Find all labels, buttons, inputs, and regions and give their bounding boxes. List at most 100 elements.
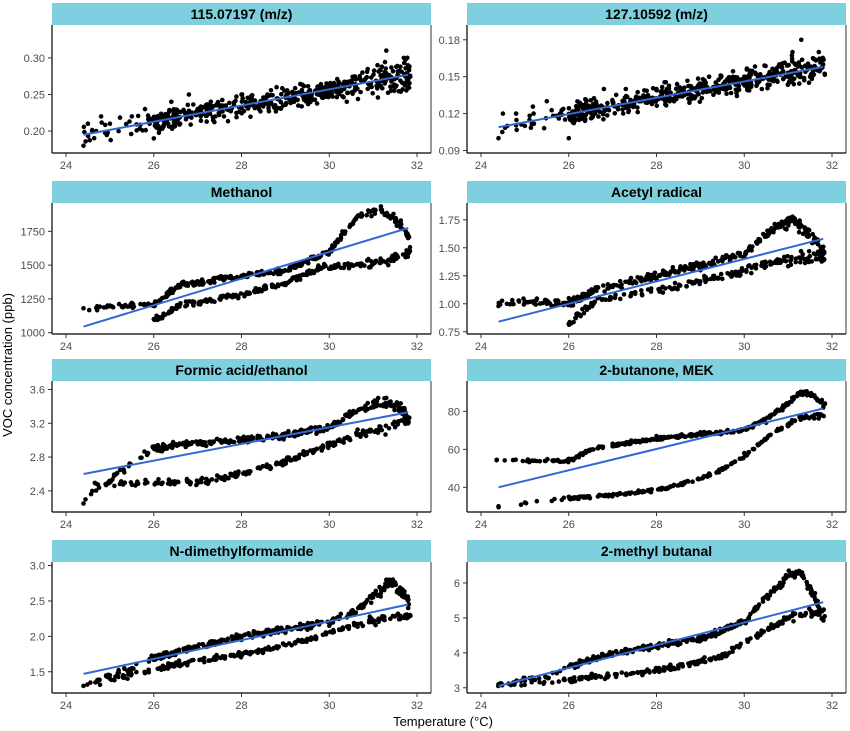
data-point xyxy=(632,290,637,296)
data-point xyxy=(660,268,666,274)
data-point xyxy=(660,89,665,94)
data-point xyxy=(104,304,109,310)
data-point xyxy=(720,258,725,264)
data-point xyxy=(795,392,800,398)
data-point xyxy=(292,641,298,646)
data-point xyxy=(371,207,377,212)
y-tick-label: 40 xyxy=(448,482,460,494)
data-point xyxy=(623,93,629,99)
data-point xyxy=(510,297,515,303)
data-point xyxy=(541,125,547,131)
data-point xyxy=(245,95,250,101)
data-point xyxy=(348,79,354,84)
data-point xyxy=(391,88,397,94)
data-point xyxy=(218,103,224,108)
data-point xyxy=(224,274,229,280)
data-point xyxy=(632,279,637,284)
data-point xyxy=(534,498,540,504)
data-point xyxy=(812,393,817,399)
data-point xyxy=(583,674,589,680)
data-point xyxy=(401,60,407,66)
data-point xyxy=(804,579,809,585)
data-point xyxy=(635,89,640,95)
data-point xyxy=(605,282,611,287)
data-point xyxy=(117,481,123,487)
data-point xyxy=(87,138,93,143)
data-point xyxy=(312,97,318,102)
data-point xyxy=(807,415,812,421)
data-point xyxy=(116,301,122,307)
data-point xyxy=(784,227,789,232)
x-tick-label: 28 xyxy=(650,519,662,531)
data-point xyxy=(788,420,794,426)
data-point xyxy=(375,86,380,91)
data-point xyxy=(550,680,555,685)
data-point xyxy=(338,88,344,94)
data-point xyxy=(396,88,402,94)
data-point xyxy=(779,219,785,224)
data-point xyxy=(633,490,638,496)
data-point xyxy=(762,416,767,422)
data-point xyxy=(720,254,725,260)
data-point xyxy=(601,86,607,92)
data-point xyxy=(676,282,682,288)
data-point xyxy=(613,92,619,98)
data-point xyxy=(630,104,636,110)
data-point xyxy=(81,143,86,148)
data-point xyxy=(562,677,567,683)
data-point xyxy=(576,453,582,458)
data-point xyxy=(370,595,376,600)
data-point xyxy=(785,264,791,269)
x-tick-label: 24 xyxy=(475,341,487,353)
data-point xyxy=(682,264,688,269)
data-point xyxy=(177,121,183,126)
data-point xyxy=(545,456,550,462)
data-point xyxy=(142,449,147,454)
y-tick-label: 2.0 xyxy=(30,631,45,643)
y-tick-label: 0.75 xyxy=(439,327,460,339)
data-point xyxy=(366,208,372,214)
data-point xyxy=(676,640,681,645)
data-point xyxy=(804,228,809,233)
data-point xyxy=(817,399,823,404)
data-point xyxy=(500,111,506,116)
data-point xyxy=(587,104,592,109)
data-point xyxy=(330,243,335,248)
data-point xyxy=(600,111,606,117)
data-point xyxy=(780,76,786,82)
data-point xyxy=(614,672,619,677)
data-point xyxy=(384,48,389,53)
data-point xyxy=(719,654,724,659)
data-point xyxy=(338,611,344,617)
data-point xyxy=(125,304,131,310)
data-point xyxy=(191,302,196,307)
data-point xyxy=(195,106,200,112)
data-point xyxy=(365,66,371,72)
data-point xyxy=(588,290,593,295)
data-point xyxy=(358,89,363,95)
data-point xyxy=(236,469,241,474)
data-point xyxy=(123,121,129,127)
data-point xyxy=(769,77,775,82)
data-point xyxy=(382,59,388,65)
data-point xyxy=(238,291,244,296)
data-point xyxy=(528,125,534,130)
data-point xyxy=(165,662,171,668)
data-point xyxy=(234,114,239,120)
data-point xyxy=(186,92,192,97)
data-point xyxy=(647,487,653,493)
data-point xyxy=(297,276,302,281)
data-point xyxy=(323,91,329,97)
data-point xyxy=(724,91,729,96)
data-point xyxy=(809,588,814,594)
data-point xyxy=(333,83,339,88)
data-point xyxy=(288,458,293,463)
data-point xyxy=(174,112,179,117)
data-point xyxy=(388,616,393,622)
data-point xyxy=(778,585,783,591)
data-point xyxy=(146,670,152,675)
data-point xyxy=(629,490,634,495)
x-tick-label: 28 xyxy=(650,341,662,353)
data-point xyxy=(666,435,671,440)
data-point xyxy=(623,671,629,676)
